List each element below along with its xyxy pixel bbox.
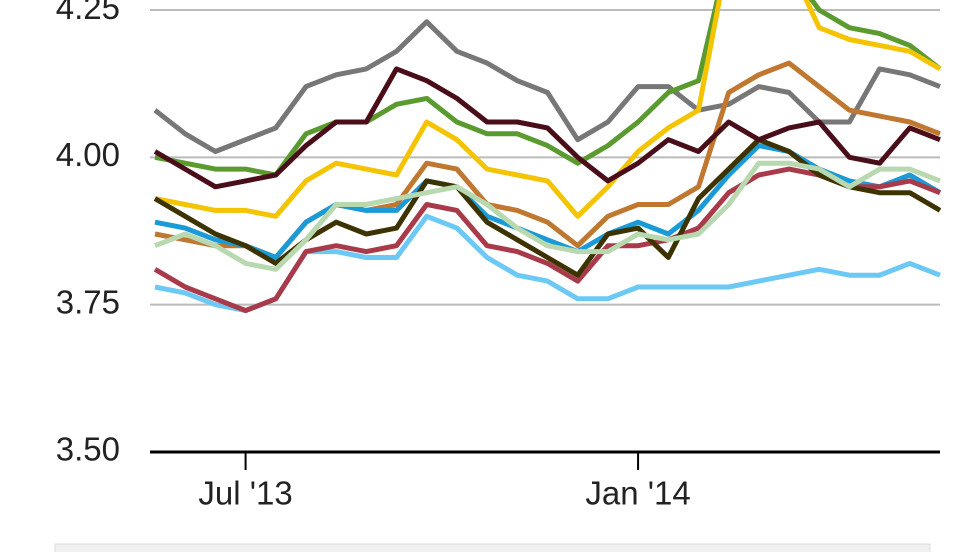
series-line xyxy=(154,0,942,219)
y-tick-label: 3.75 xyxy=(56,283,120,320)
series-line xyxy=(154,0,942,178)
series-line xyxy=(154,160,941,272)
x-tick-label: Jan '14 xyxy=(585,475,690,512)
series-line xyxy=(153,19,941,154)
y-tick-label: 3.50 xyxy=(56,431,120,468)
footer-panel xyxy=(54,543,931,552)
series-line xyxy=(153,66,941,190)
series-line xyxy=(154,143,942,260)
series-line xyxy=(153,166,941,314)
y-tick-label: 4.00 xyxy=(56,136,120,173)
y-tick-label: 4.25 xyxy=(56,0,120,26)
x-tick-label: Jul '13 xyxy=(198,475,292,512)
